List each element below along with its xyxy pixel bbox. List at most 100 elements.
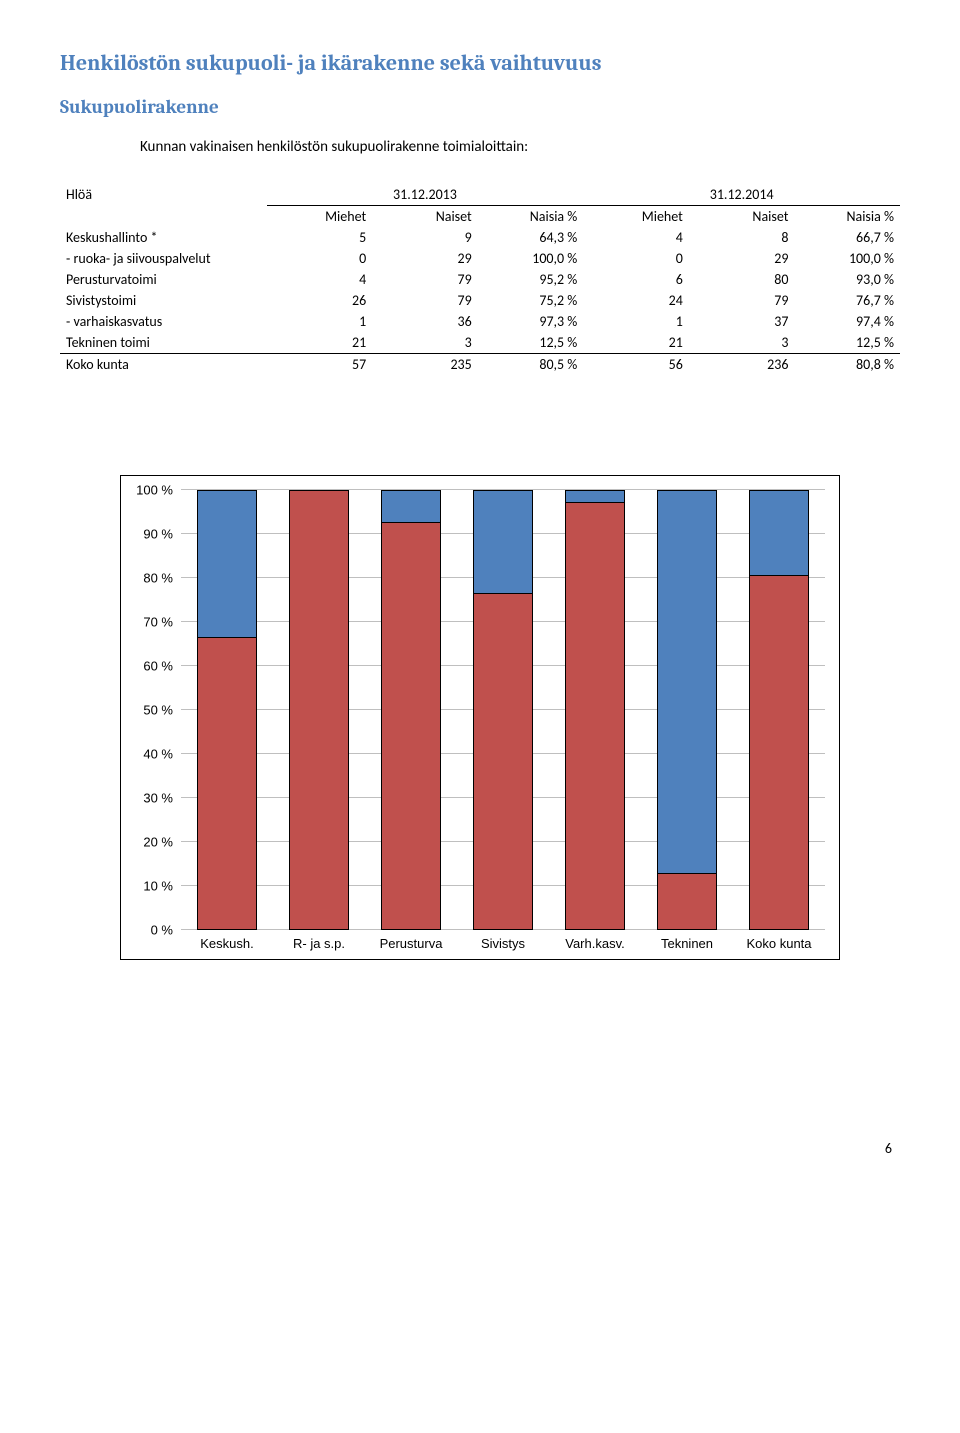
chart-bar	[565, 490, 626, 930]
cell: 1	[583, 311, 689, 332]
cell: 3	[372, 332, 478, 354]
x-axis-label: Perusturva	[365, 936, 457, 951]
cell: 235	[372, 354, 478, 376]
row-label: Keskushallinto *	[60, 227, 267, 248]
chart-bar	[749, 490, 810, 930]
cell: 80	[689, 269, 795, 290]
cell: 21	[267, 332, 373, 354]
cell: 29	[372, 248, 478, 269]
bar-segment-top	[382, 491, 441, 522]
col-header: Naisia %	[794, 206, 900, 228]
bar-segment-top	[750, 491, 809, 575]
cell: 12,5 %	[794, 332, 900, 354]
cell: 236	[689, 354, 795, 376]
bar-segment-bottom	[750, 575, 809, 929]
cell: 79	[689, 290, 795, 311]
year-right: 31.12.2014	[583, 184, 900, 206]
row-label: Perusturvatoimi	[60, 269, 267, 290]
bar-segment-bottom	[198, 637, 257, 929]
table-corner: Hlöä	[60, 184, 267, 206]
y-axis-label: 90 %	[143, 527, 173, 542]
x-axis-label: Keskush.	[181, 936, 273, 951]
y-axis-label: 70 %	[143, 615, 173, 630]
y-axis-label: 30 %	[143, 791, 173, 806]
y-axis-label: 100 %	[136, 483, 173, 498]
col-header: Naiset	[372, 206, 478, 228]
row-label: Sivistystoimi	[60, 290, 267, 311]
chart-bar	[289, 490, 350, 930]
x-axis-label: Koko kunta	[733, 936, 825, 951]
cell: 12,5 %	[478, 332, 584, 354]
row-label: - ruoka- ja siivouspalvelut	[60, 248, 267, 269]
col-header: Miehet	[583, 206, 689, 228]
chart-bar	[381, 490, 442, 930]
page-title: Henkilöstön sukupuoli- ja ikärakenne sek…	[60, 50, 900, 76]
cell: 8	[689, 227, 795, 248]
row-label: Tekninen toimi	[60, 332, 267, 354]
bar-segment-bottom	[290, 491, 349, 929]
x-axis-label: Sivistys	[457, 936, 549, 951]
cell: 24	[583, 290, 689, 311]
cell: 56	[583, 354, 689, 376]
bar-segment-bottom	[658, 873, 717, 929]
cell: 100,0 %	[794, 248, 900, 269]
y-axis-label: 0 %	[151, 923, 173, 938]
col-header: Naisia %	[478, 206, 584, 228]
bar-segment-top	[566, 491, 625, 502]
intro-text: Kunnan vakinaisen henkilöstön sukupuolir…	[140, 138, 900, 156]
col-header: Miehet	[267, 206, 373, 228]
cell: 36	[372, 311, 478, 332]
y-axis-label: 80 %	[143, 571, 173, 586]
y-axis-label: 40 %	[143, 747, 173, 762]
cell: 75,2 %	[478, 290, 584, 311]
cell: 79	[372, 290, 478, 311]
page-number: 6	[60, 1140, 892, 1157]
cell: 64,3 %	[478, 227, 584, 248]
cell: 1	[267, 311, 373, 332]
chart-bar	[657, 490, 718, 930]
y-axis-label: 60 %	[143, 659, 173, 674]
x-axis-label: Varh.kasv.	[549, 936, 641, 951]
cell: 0	[583, 248, 689, 269]
cell: 93,0 %	[794, 269, 900, 290]
bar-segment-bottom	[566, 502, 625, 929]
row-label: Koko kunta	[60, 354, 267, 376]
cell: 97,3 %	[478, 311, 584, 332]
cell: 57	[267, 354, 373, 376]
cell: 80,5 %	[478, 354, 584, 376]
cell: 66,7 %	[794, 227, 900, 248]
row-label: - varhaiskasvatus	[60, 311, 267, 332]
bar-segment-bottom	[382, 522, 441, 929]
y-axis-label: 10 %	[143, 879, 173, 894]
cell: 95,2 %	[478, 269, 584, 290]
chart: 0 % 10 % 20 % 30 % 40 % 50 % 60 % 70 % 80 % 90 % 1…	[120, 475, 840, 960]
cell: 5	[267, 227, 373, 248]
bar-segment-top	[474, 491, 533, 593]
y-axis-label: 20 %	[143, 835, 173, 850]
cell: 0	[267, 248, 373, 269]
cell: 29	[689, 248, 795, 269]
bar-segment-top	[198, 491, 257, 637]
col-header: Naiset	[689, 206, 795, 228]
data-table: Hlöä 31.12.2013 31.12.2014 Miehet Naiset…	[60, 184, 900, 375]
cell: 76,7 %	[794, 290, 900, 311]
bar-segment-top	[658, 491, 717, 873]
x-axis-label: R- ja s.p.	[273, 936, 365, 951]
cell: 3	[689, 332, 795, 354]
cell: 97,4 %	[794, 311, 900, 332]
x-axis-label: Tekninen	[641, 936, 733, 951]
bar-segment-bottom	[474, 593, 533, 929]
year-left: 31.12.2013	[267, 184, 584, 206]
cell: 26	[267, 290, 373, 311]
cell: 80,8 %	[794, 354, 900, 376]
y-axis-label: 50 %	[143, 703, 173, 718]
chart-bar	[473, 490, 534, 930]
cell: 4	[267, 269, 373, 290]
cell: 9	[372, 227, 478, 248]
chart-bar	[197, 490, 258, 930]
cell: 21	[583, 332, 689, 354]
cell: 100,0 %	[478, 248, 584, 269]
cell: 4	[583, 227, 689, 248]
cell: 6	[583, 269, 689, 290]
section-title: Sukupuolirakenne	[60, 96, 900, 118]
